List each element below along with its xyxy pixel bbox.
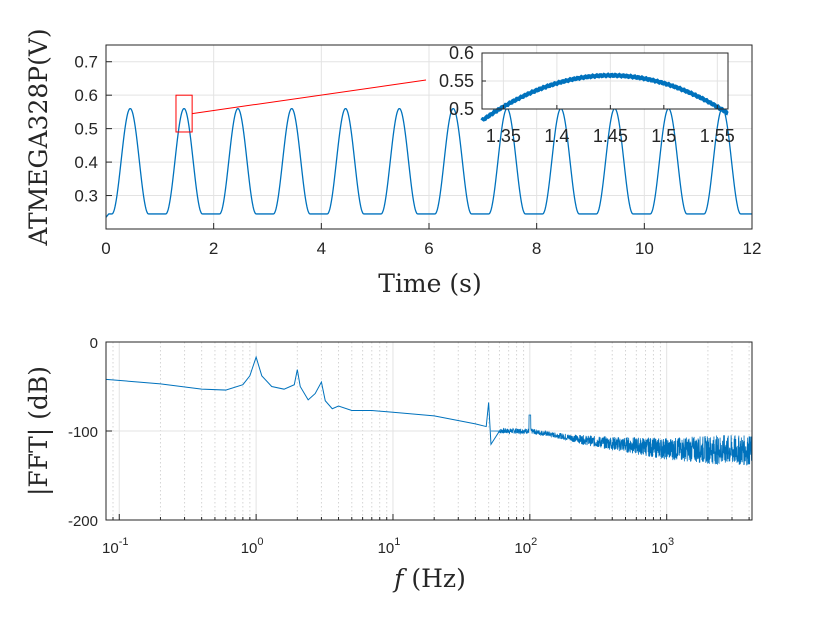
zoom-connector-line bbox=[192, 79, 427, 115]
time-x-axis-label: Time (s) bbox=[378, 269, 481, 298]
spectrum-y-axis-label: |FFT| (dB) bbox=[24, 366, 54, 496]
time-plot-ticks: 0 2 4 6 8 10 12 0.3 0.4 0.5 0.6 0.7 bbox=[74, 53, 761, 258]
inset-x-tick-label: 1.5 bbox=[651, 126, 676, 146]
time-x-tick-label: 0 bbox=[101, 239, 110, 258]
spectrum-noise-band bbox=[490, 414, 753, 466]
spectrum-line bbox=[105, 355, 500, 446]
time-y-tick-label: 0.4 bbox=[74, 153, 98, 172]
time-signal-line bbox=[105, 107, 752, 218]
spectrum-y-tick-label: -100 bbox=[68, 424, 98, 441]
inset-signal-line bbox=[480, 72, 729, 122]
spectrum-x-tick-label: 103 bbox=[651, 536, 674, 557]
time-x-tick-label: 4 bbox=[317, 239, 326, 258]
spectrum-plot: 10-1 100 101 102 103 0 -100 -200 f (Hz) |FFT| (… bbox=[24, 335, 753, 593]
spectrum-x-tick-label: 101 bbox=[378, 536, 401, 557]
spectrum-x-tick-label: 10-1 bbox=[102, 536, 128, 557]
inset-zoom-plot: 1.35 1.4 1.45 1.5 1.55 0.5 0.55 0.6 bbox=[439, 43, 735, 146]
time-y-axis-label: ATMEGA328P(V) bbox=[24, 28, 53, 246]
time-x-tick-label: 2 bbox=[209, 239, 218, 258]
time-x-tick-label: 6 bbox=[424, 239, 433, 258]
time-x-tick-label: 12 bbox=[743, 239, 762, 258]
time-y-tick-label: 0.6 bbox=[74, 86, 98, 105]
spectrum-y-tick-label: 0 bbox=[90, 335, 98, 352]
time-y-tick-label: 0.5 bbox=[74, 120, 98, 139]
inset-y-tick-label: 0.55 bbox=[439, 71, 474, 91]
time-x-tick-label: 10 bbox=[635, 239, 654, 258]
spectrum-x-axis-label: f (Hz) bbox=[392, 564, 466, 593]
inset-y-tick-label: 0.5 bbox=[449, 99, 474, 119]
inset-x-tick-label: 1.45 bbox=[593, 126, 628, 146]
time-y-tick-label: 0.3 bbox=[74, 187, 98, 206]
inset-x-tick-label: 1.35 bbox=[486, 126, 521, 146]
inset-x-tick-label: 1.55 bbox=[700, 126, 735, 146]
spectrum-ticks: 10-1 100 101 102 103 0 -100 -200 bbox=[68, 335, 750, 557]
inset-y-tick-label: 0.6 bbox=[449, 43, 474, 63]
inset-x-tick-label: 1.4 bbox=[544, 126, 569, 146]
inset-ticks: 1.35 1.4 1.45 1.5 1.55 0.5 0.55 0.6 bbox=[439, 43, 735, 146]
spectrum-y-tick-label: -200 bbox=[68, 513, 98, 530]
time-x-tick-label: 8 bbox=[532, 239, 541, 258]
time-y-tick-label: 0.7 bbox=[74, 53, 98, 72]
spectrum-x-tick-label: 100 bbox=[241, 536, 264, 557]
spectrum-x-tick-label: 102 bbox=[514, 536, 537, 557]
